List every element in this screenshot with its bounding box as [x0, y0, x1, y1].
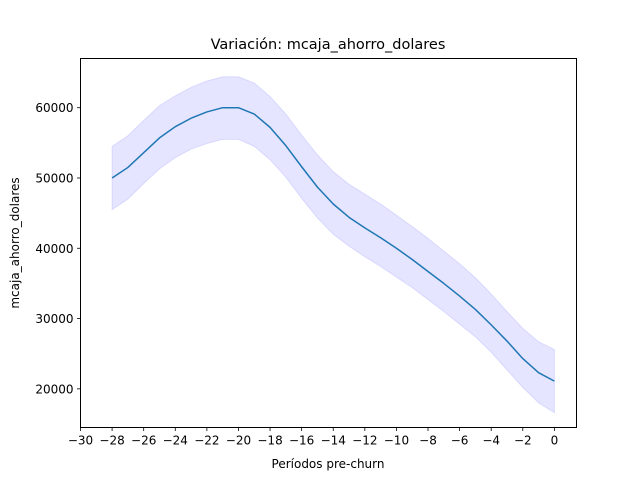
y-axis-title: mcaja_ahorro_dolares — [8, 177, 22, 308]
x-tick-label: −18 — [257, 434, 282, 448]
x-tick-label: −4 — [482, 434, 500, 448]
x-axis: −30 −28 −26 −24 −22 −20 −18 −16 −14 −12 −10 −8 −6 −4−… — [68, 427, 559, 448]
confidence-band-layer — [111, 76, 555, 414]
x-tick-label: −22 — [194, 434, 219, 448]
y-axis: 20000 30000 40000 50000 60000 — [35, 101, 81, 396]
series-line-0 — [111, 106, 555, 382]
x-tick-label: −12 — [352, 434, 377, 448]
x-tick-label: −10 — [384, 434, 409, 448]
confidence-band-0 — [111, 76, 555, 414]
x-tick-label: −26 — [131, 434, 156, 448]
series-line-layer — [111, 106, 555, 382]
y-tick-label: 40000 — [35, 242, 73, 256]
x-tick-label: −14 — [321, 434, 346, 448]
x-tick-label: −16 — [289, 434, 314, 448]
x-tick-label: −28 — [99, 434, 124, 448]
y-tick-label: 60000 — [35, 101, 73, 115]
x-tick-label: −2 — [514, 434, 532, 448]
x-tick-label: −20 — [226, 434, 251, 448]
x-tick-label: 0 — [551, 434, 559, 448]
x-tick-label: −8 — [419, 434, 437, 448]
x-tick-label: −30 — [68, 434, 93, 448]
y-tick-label: 30000 — [35, 312, 73, 326]
x-tick-label: −6 — [451, 434, 469, 448]
y-tick-label: 20000 — [35, 382, 73, 396]
chart-title: Variación: mcaja_ahorro_dolares — [211, 37, 446, 53]
x-axis-title: Períodos pre-churn — [272, 457, 385, 471]
plot-frame — [80, 58, 577, 428]
y-tick-label: 50000 — [35, 171, 73, 185]
x-tick-label: −24 — [163, 434, 188, 448]
